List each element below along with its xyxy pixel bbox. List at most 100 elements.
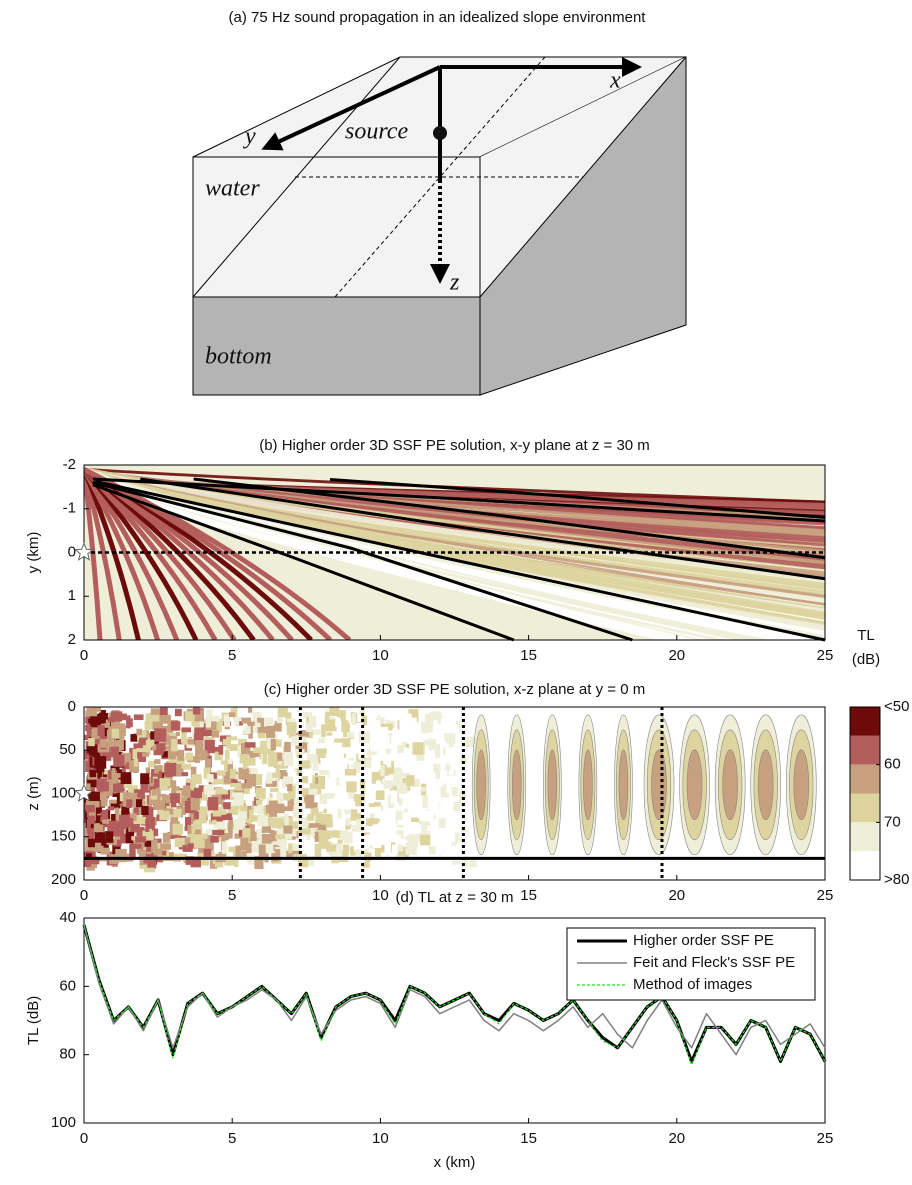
field-cell	[253, 806, 264, 813]
field-cell	[425, 722, 432, 729]
x-tick-label: 5	[228, 647, 236, 664]
field-cell	[427, 739, 436, 748]
x-tick-label: 25	[817, 887, 834, 904]
field-cell	[292, 843, 300, 850]
y-tick-label: 100	[51, 1114, 76, 1131]
field-cell	[136, 729, 142, 736]
field-cell	[111, 814, 116, 821]
field-cell	[375, 807, 382, 819]
y-tick-label: 0	[68, 698, 76, 715]
field-cell	[151, 708, 161, 714]
field-cell	[87, 820, 91, 832]
field-cell	[113, 755, 124, 767]
field-cell	[246, 758, 256, 766]
field-cell	[277, 753, 282, 761]
field-cell	[206, 718, 211, 728]
field-cell	[400, 713, 412, 719]
field-cell	[392, 845, 397, 855]
x-tick-label: 0	[80, 1130, 88, 1147]
field-cell	[171, 721, 180, 730]
field-cell	[376, 790, 385, 800]
field-cell	[154, 849, 163, 856]
field-cell	[175, 709, 182, 716]
field-cell	[242, 851, 247, 857]
field-cell	[212, 830, 224, 835]
field-cell	[173, 786, 180, 790]
colorbar-tick-label: 60	[884, 756, 901, 773]
field-cell	[431, 776, 435, 788]
field-cell	[216, 790, 228, 795]
panel: (d) TL at z = 30 m0510152025406080100TL …	[25, 889, 833, 1171]
field-cell	[421, 787, 426, 791]
panel: (b) Higher order 3D SSF PE solution, x-y…	[25, 437, 833, 676]
field-cell	[391, 790, 397, 803]
field-cell	[306, 723, 312, 733]
field-cell	[240, 837, 248, 851]
field-cell	[397, 820, 408, 825]
field-cell	[145, 819, 149, 832]
colorbar-tick-label: <50	[884, 698, 909, 715]
field-cell	[108, 806, 115, 810]
field-cell	[242, 828, 250, 838]
field-cell	[287, 722, 297, 731]
field-cell	[256, 774, 262, 785]
x-tick-label: 25	[817, 647, 834, 664]
field-cell	[406, 775, 414, 786]
field-cell	[451, 828, 456, 842]
field-cell	[301, 776, 308, 783]
x-tick-label: 5	[228, 887, 236, 904]
field-cell	[422, 823, 427, 832]
axis-name: x	[609, 68, 621, 94]
y-tick-label: -1	[63, 500, 76, 517]
diagram-title: (a) 75 Hz sound propagation in an ideali…	[229, 9, 647, 26]
legend-label: Feit and Fleck's SSF PE	[633, 954, 795, 971]
y-axis-label: TL (dB)	[25, 996, 42, 1045]
field-cell	[335, 731, 340, 736]
field-cell	[451, 727, 459, 733]
field-cell	[326, 845, 336, 852]
field-cell	[272, 818, 283, 829]
field-cell	[88, 738, 95, 746]
colorbar-title: (dB)	[852, 651, 880, 668]
field-cell	[232, 792, 243, 797]
field-cell	[210, 836, 218, 843]
field-cell	[370, 739, 380, 751]
field-cell	[343, 845, 349, 855]
colorbar-band	[850, 736, 880, 765]
legend-label: Method of images	[633, 976, 752, 993]
axis-name: y	[243, 124, 256, 150]
field-cell	[208, 797, 218, 810]
x-tick-label: 20	[668, 1130, 685, 1147]
field-cell	[111, 711, 123, 721]
field-cell	[88, 839, 95, 847]
field-mode	[619, 750, 628, 820]
field-cell	[420, 835, 430, 846]
field-cell	[441, 718, 449, 729]
field-cell	[168, 750, 175, 759]
axis-name: z	[449, 270, 460, 296]
field-cell	[309, 741, 317, 748]
field-cell	[94, 823, 103, 832]
field-cell	[243, 759, 247, 769]
field-cell	[269, 811, 277, 817]
field-cell	[86, 805, 95, 812]
field-cell	[264, 718, 273, 726]
field-cell	[412, 742, 423, 754]
field-cell	[386, 749, 391, 755]
field-cell	[142, 752, 149, 756]
field-cell	[453, 802, 459, 811]
field-cell	[218, 810, 227, 815]
field-cell	[267, 816, 272, 826]
field-cell	[350, 846, 354, 854]
figure: (a) 75 Hz sound propagation in an ideali…	[0, 0, 912, 1180]
field-cell	[311, 808, 319, 816]
field-cell	[195, 829, 201, 834]
field-cell	[448, 756, 459, 765]
x-tick-label: 15	[520, 647, 537, 664]
field-cell	[277, 718, 283, 723]
field-cell	[145, 721, 154, 730]
field-cell	[228, 759, 233, 764]
field-cell	[335, 717, 340, 727]
field-cell	[194, 788, 202, 798]
field-cell	[446, 747, 455, 756]
